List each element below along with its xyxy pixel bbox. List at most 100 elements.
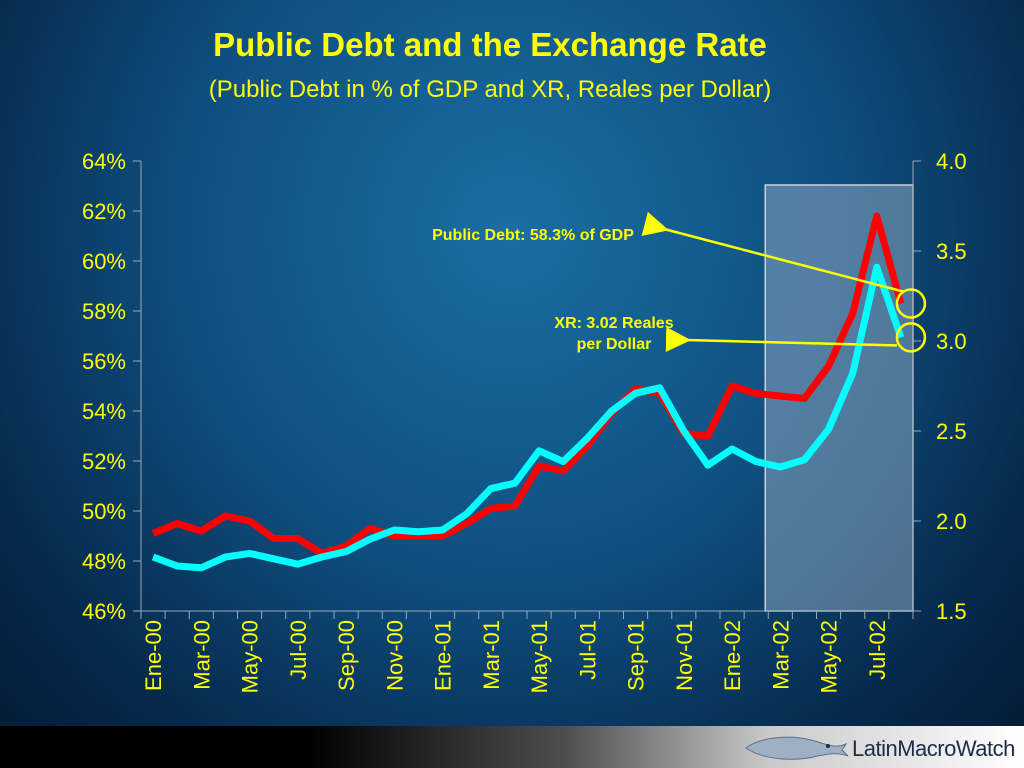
left-y-tick-label: 50%: [82, 499, 126, 524]
right-y-tick-label: 2.5: [936, 419, 967, 444]
left-y-tick-label: 60%: [82, 249, 126, 274]
x-tick-label: Nov-01: [672, 620, 697, 691]
xr-data-point: [586, 437, 589, 440]
x-tick-label: Nov-00: [382, 620, 407, 691]
debt-data-point: [586, 445, 589, 448]
xr-data-point: [634, 392, 637, 395]
right-y-tick-label: 2.0: [936, 509, 967, 534]
debt-data-point: [296, 537, 299, 540]
debt-data-point: [731, 385, 734, 388]
xr-data-point: [224, 556, 227, 559]
xr-data-point: [803, 458, 806, 461]
debt-data-point: [827, 365, 830, 368]
chart-subtitle: (Public Debt in % of GDP and XR, Reales …: [208, 76, 772, 103]
right-y-tick-label: 4.0: [936, 149, 967, 174]
debt-data-point: [441, 535, 444, 538]
x-tick-label: Jul-01: [575, 620, 600, 680]
debt-data-point: [393, 535, 396, 538]
footer-bar: [0, 726, 1024, 768]
xr-data-point: [562, 460, 565, 463]
xr-data-point: [755, 460, 758, 463]
xr-data-point: [248, 552, 251, 555]
right-y-tick-label: 3.5: [936, 239, 967, 264]
debt-data-point: [200, 530, 203, 533]
xr-data-point: [731, 448, 734, 451]
xr-data-point: [345, 550, 348, 553]
left-y-tick-label: 48%: [82, 549, 126, 574]
xr-data-point: [658, 386, 661, 389]
x-tick-label: May-00: [238, 620, 263, 693]
left-y-tick-label: 46%: [82, 599, 126, 624]
x-tick-label: Ene-01: [431, 620, 456, 691]
debt-series-line: [151, 212, 905, 557]
xr-data-point: [369, 538, 372, 541]
debt-data-point: [779, 395, 782, 398]
debt-data-point: [755, 392, 758, 395]
x-tick-label: Sep-01: [624, 620, 649, 691]
right-y-tick-label: 3.0: [936, 329, 967, 354]
xr-callout-arrow: [665, 326, 897, 352]
chart-title: Public Debt and the Exchange Rate: [213, 26, 767, 63]
xr-data-point: [441, 529, 444, 532]
xr-data-point: [610, 410, 613, 413]
debt-data-point: [851, 312, 854, 315]
debt-data-point: [248, 520, 251, 523]
debt-data-point: [152, 532, 155, 535]
xr-data-point: [489, 487, 492, 490]
debt-annotation-label: Public Debt: 58.3% of GDP: [432, 227, 634, 244]
xr-annotation-label-line1: XR: 3.02 Reales: [554, 315, 673, 332]
debt-data-point: [513, 505, 516, 508]
debt-data-point: [369, 527, 372, 530]
right-y-tick-label: 1.5: [936, 599, 967, 624]
debt-data-point: [875, 215, 878, 218]
debt-data-point: [562, 470, 565, 473]
x-tick-label: Ene-02: [720, 620, 745, 691]
x-tick-label: Mar-02: [768, 620, 793, 690]
x-tick-label: Jul-00: [286, 620, 311, 680]
xr-data-point: [393, 529, 396, 532]
xr-callout-circle: [895, 322, 927, 353]
debt-data-point: [489, 507, 492, 510]
debt-data-point: [899, 302, 902, 305]
xr-data-point: [417, 530, 420, 533]
x-tick-label: May-01: [527, 620, 552, 693]
xr-data-point: [272, 557, 275, 560]
xr-data-point: [538, 449, 541, 452]
debt-data-point: [272, 537, 275, 540]
debt-data-point: [465, 522, 468, 525]
xr-data-point: [320, 556, 323, 559]
xr-annotation-label-line2: per Dollar: [577, 336, 652, 353]
debt-data-point: [706, 435, 709, 438]
left-y-tick-label: 64%: [82, 149, 126, 174]
left-y-tick-label: 54%: [82, 399, 126, 424]
debt-data-point: [803, 397, 806, 400]
xr-data-point: [200, 566, 203, 569]
xr-data-point: [682, 430, 685, 433]
x-tick-label: May-02: [817, 620, 842, 693]
left-y-tick-label: 52%: [82, 449, 126, 474]
x-tick-label: Mar-01: [479, 620, 504, 690]
xr-series-line: [151, 263, 905, 572]
left-y-tick-label: 62%: [82, 199, 126, 224]
x-tick-label: Mar-00: [189, 620, 214, 690]
xr-data-point: [176, 565, 179, 568]
xr-data-point: [779, 466, 782, 469]
debt-data-point: [538, 465, 541, 468]
xr-data-point: [899, 336, 902, 339]
brand-logo-text: LatinMacroWatch: [852, 736, 1015, 761]
left-y-tick-label: 56%: [82, 349, 126, 374]
x-tick-label: Sep-00: [334, 620, 359, 691]
xr-data-point: [152, 556, 155, 559]
fish-logo-icon: [745, 736, 849, 760]
debt-callout-arrow: [641, 211, 904, 293]
xr-data-point: [875, 266, 878, 269]
debt-data-point: [345, 545, 348, 548]
xr-data-point: [706, 464, 709, 467]
xr-data-point: [513, 482, 516, 485]
left-y-tick-label: 58%: [82, 299, 126, 324]
debt-data-point: [176, 522, 179, 525]
xr-data-point: [851, 372, 854, 375]
xr-data-point: [827, 428, 830, 431]
debt-data-point: [224, 515, 227, 518]
xr-data-point: [465, 512, 468, 515]
